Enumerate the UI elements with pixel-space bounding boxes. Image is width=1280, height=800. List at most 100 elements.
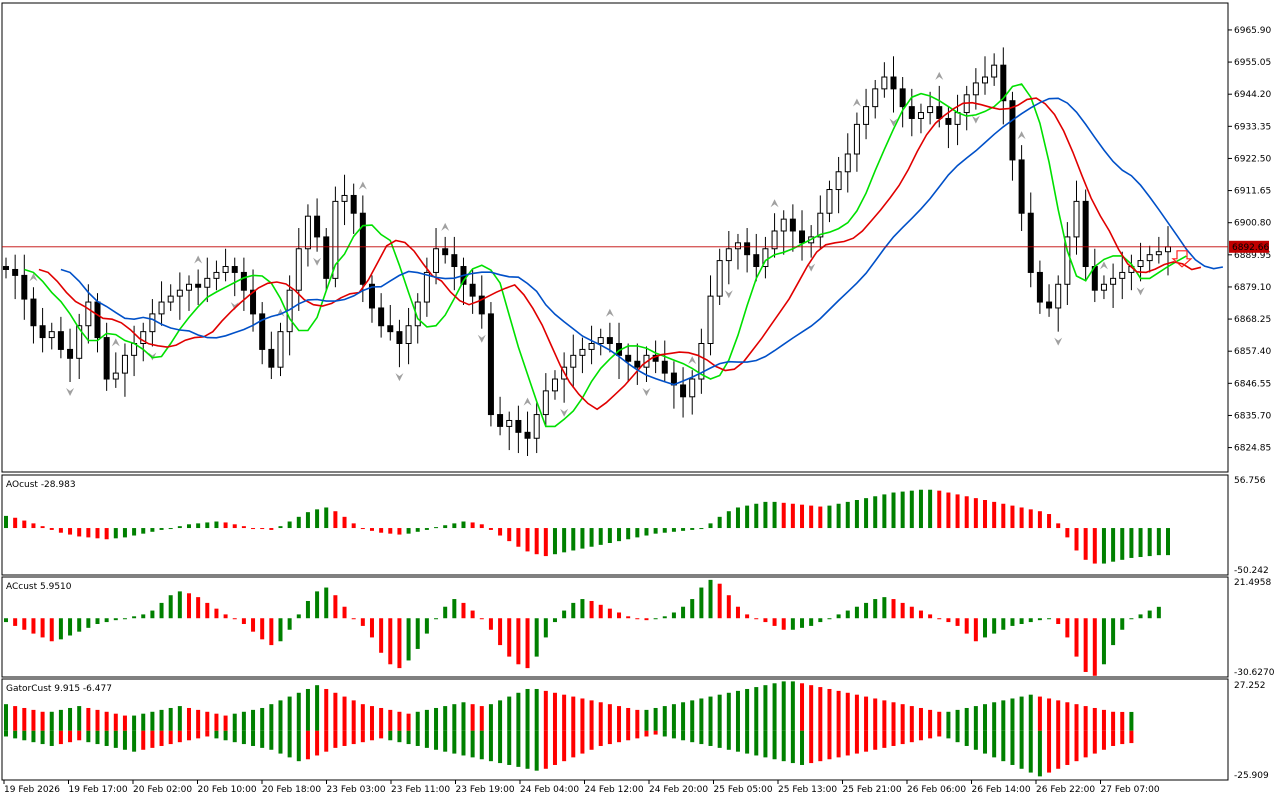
candle-body[interactable] [240, 271, 247, 291]
candle-body[interactable] [1082, 200, 1089, 268]
candle-body[interactable] [222, 266, 229, 273]
candle-body[interactable] [707, 295, 714, 344]
candle-body[interactable] [423, 271, 430, 303]
candle-body[interactable] [1155, 251, 1162, 256]
candle-body[interactable] [890, 76, 897, 90]
candle-body[interactable] [48, 331, 55, 339]
candle-body[interactable] [945, 117, 952, 125]
candle-body[interactable] [213, 271, 220, 279]
candle-body[interactable] [908, 106, 915, 119]
main-price-panel[interactable]: 6965.90 6955.05 6944.20 6933.35 6922.50 6911.… [1, 2, 1271, 473]
candle-body[interactable] [323, 236, 330, 279]
candle-body[interactable] [551, 378, 558, 392]
candle-body[interactable] [332, 200, 339, 279]
candle-body[interactable] [899, 88, 906, 108]
candle-body[interactable] [67, 348, 74, 359]
candle-body[interactable] [771, 230, 778, 250]
candle-body[interactable] [1000, 64, 1007, 102]
candle-body[interactable] [39, 325, 46, 339]
ac-panel[interactable]: ACcust 5.9510 21.4958 -30.6270 [1, 576, 1275, 678]
candle-body[interactable] [30, 298, 37, 327]
candle-body[interactable] [734, 242, 741, 250]
candle-body[interactable] [451, 254, 458, 268]
candle-body[interactable] [698, 342, 705, 380]
gator-panel[interactable]: GatorCust 9.915 -6.477 27.252 -25.909 [1, 678, 1269, 781]
candle-body[interactable] [542, 390, 549, 416]
candle-body[interactable] [12, 268, 19, 276]
candle-body[interactable] [76, 325, 83, 359]
candle-body[interactable] [982, 76, 989, 84]
candle-body[interactable] [158, 301, 165, 315]
candle-body[interactable] [149, 313, 156, 333]
candle-body[interactable] [478, 295, 485, 315]
candle-body[interactable] [396, 331, 403, 344]
candle-body[interactable] [176, 289, 183, 297]
candle-body[interactable] [1119, 271, 1126, 279]
candle-body[interactable] [579, 348, 586, 356]
candle-body[interactable] [844, 153, 851, 173]
candle-body[interactable] [21, 274, 28, 300]
candle-body[interactable] [1064, 236, 1071, 285]
candle-body[interactable] [863, 106, 870, 125]
candle-body[interactable] [744, 242, 751, 256]
candle-body[interactable] [689, 378, 696, 398]
candle-body[interactable] [799, 230, 806, 244]
candle-body[interactable] [991, 64, 998, 78]
candle-body[interactable] [506, 419, 513, 427]
candle-body[interactable] [259, 313, 266, 350]
candle-body[interactable] [780, 218, 787, 232]
candle-body[interactable] [250, 289, 257, 315]
candle-body[interactable] [835, 171, 842, 191]
candle-body[interactable] [112, 372, 119, 380]
candle-body[interactable] [661, 360, 668, 374]
candle-body[interactable] [817, 212, 824, 238]
candle-body[interactable] [716, 260, 723, 297]
candle-body[interactable] [442, 248, 449, 256]
candle-body[interactable] [725, 248, 732, 262]
candle-body[interactable] [304, 215, 311, 250]
candle-body[interactable] [954, 112, 961, 125]
candle-body[interactable] [917, 112, 924, 119]
candle-body[interactable] [588, 342, 595, 350]
candle-body[interactable] [3, 266, 9, 270]
candle-body[interactable] [469, 283, 476, 297]
candle-body[interactable] [295, 248, 302, 291]
candle-body[interactable] [341, 194, 348, 202]
candle-body[interactable] [94, 301, 101, 339]
candle-body[interactable] [1165, 246, 1171, 253]
candle-body[interactable] [121, 354, 128, 374]
ao-panel[interactable]: AOcust -28.983 56.756 -50.242 [1, 474, 1269, 576]
candle-body[interactable] [405, 325, 412, 344]
candle-body[interactable] [1055, 283, 1062, 309]
candle-body[interactable] [497, 414, 504, 427]
candle-body[interactable] [378, 307, 385, 327]
candle-body[interactable] [1036, 271, 1043, 303]
candle-body[interactable] [1146, 254, 1153, 262]
candle-body[interactable] [1018, 159, 1025, 214]
candle-body[interactable] [277, 331, 284, 368]
candle-body[interactable] [1046, 301, 1053, 309]
candle-body[interactable] [625, 354, 632, 362]
candle-body[interactable] [753, 254, 760, 268]
candle-body[interactable] [634, 360, 641, 368]
candle-body[interactable] [606, 337, 613, 344]
candle-body[interactable] [350, 194, 357, 214]
candle-body[interactable] [1009, 100, 1016, 161]
candle-body[interactable] [195, 283, 202, 288]
candle-body[interactable] [433, 248, 440, 273]
candle-body[interactable] [972, 82, 979, 96]
candle-body[interactable] [789, 218, 796, 232]
candle-body[interactable] [140, 331, 147, 344]
candle-body[interactable] [314, 215, 321, 238]
candle-body[interactable] [1027, 212, 1034, 273]
candle-body[interactable] [387, 325, 394, 333]
candle-body[interactable] [762, 248, 769, 268]
candle-body[interactable] [1073, 200, 1080, 238]
candle-body[interactable] [103, 337, 110, 380]
candle-body[interactable] [57, 331, 64, 350]
candle-body[interactable] [231, 266, 238, 273]
candle-body[interactable] [826, 189, 833, 214]
candle-body[interactable] [368, 283, 375, 309]
candle-body[interactable] [597, 337, 604, 344]
